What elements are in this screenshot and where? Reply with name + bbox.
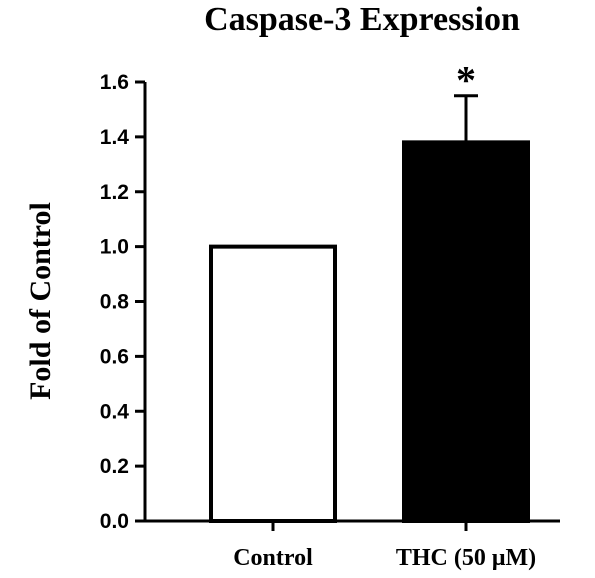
x-tick-label: Control <box>233 545 313 571</box>
x-axis: Control THC (50 μM) <box>143 519 560 571</box>
y-tick-label: 1.4 <box>100 126 130 149</box>
y-tick-label: 0.4 <box>100 400 130 423</box>
y-tick-label: 1.6 <box>100 71 129 94</box>
significance-asterisk: * <box>456 58 476 103</box>
y-tick-label: 0.6 <box>100 345 129 368</box>
y-axis: 0.0 0.2 0.4 0.6 0.8 1.0 1.2 1.4 1.6 <box>100 71 147 533</box>
bars: * <box>209 58 530 524</box>
y-tick-label: 1.0 <box>100 236 129 259</box>
y-tick-label: 1.2 <box>100 181 129 204</box>
bar <box>209 244 337 523</box>
x-tick-label: THC (50 μM) <box>396 545 536 571</box>
y-tick-label: 0.2 <box>100 455 129 478</box>
y-axis-label: Fold of Control <box>24 202 57 400</box>
bar <box>402 140 530 524</box>
y-tick-label: 0.0 <box>100 510 129 533</box>
y-tick-label: 0.8 <box>100 291 130 314</box>
chart-title: Caspase-3 Expression <box>204 1 520 38</box>
